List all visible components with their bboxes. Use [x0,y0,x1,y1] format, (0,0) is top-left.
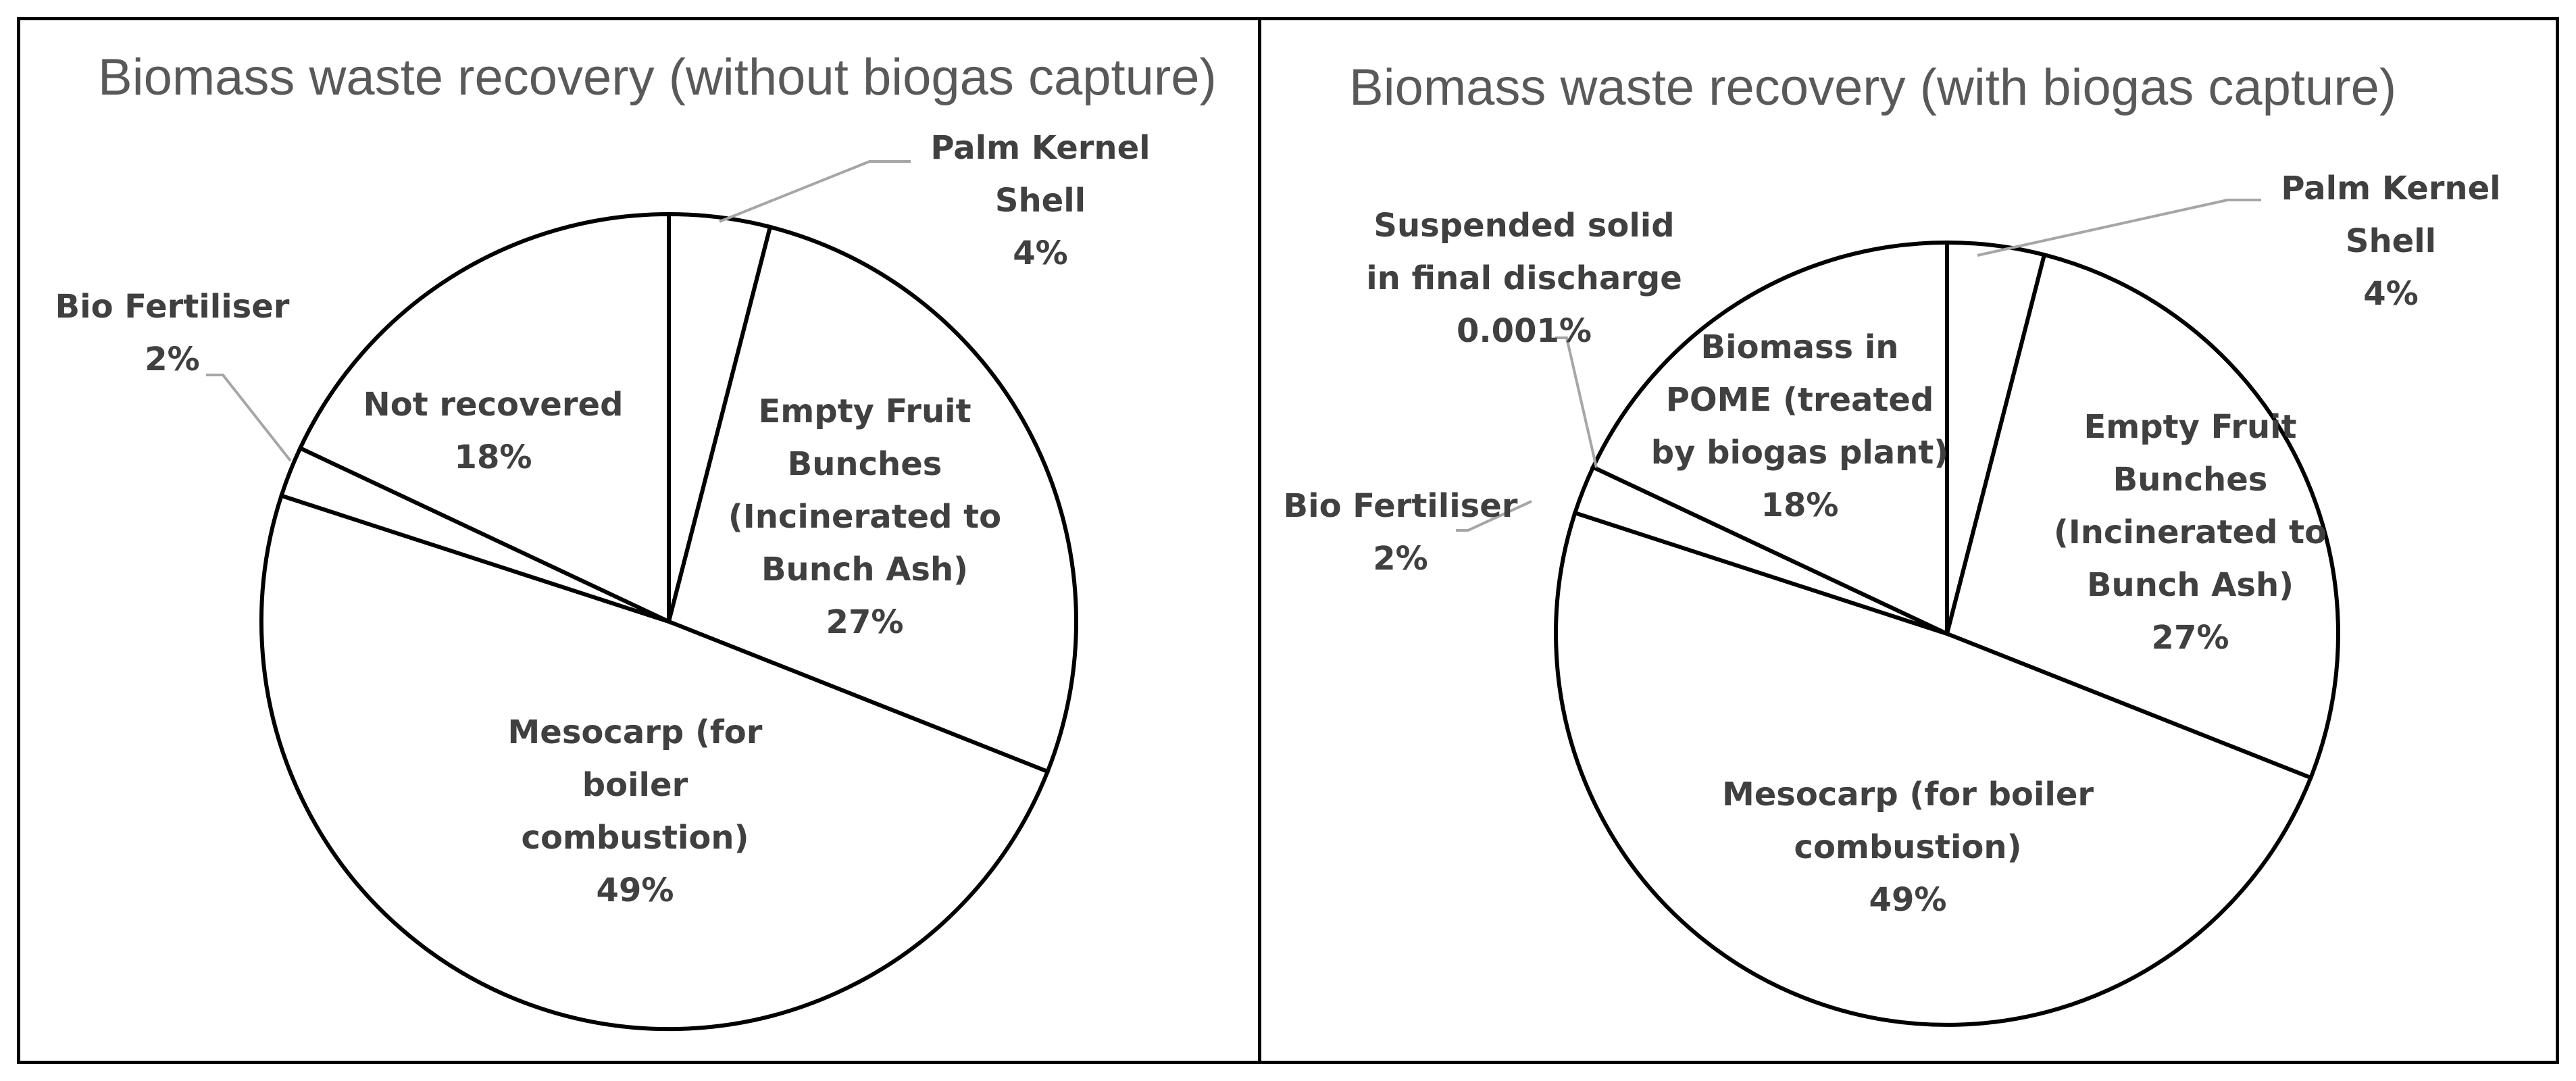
left-data-label-3: Bio Fertiliser 2% [55,288,290,378]
left-slice-empty-fruit [666,224,1079,774]
right-leader-line-0 [1977,199,2261,257]
left-leader-line-3 [206,374,292,462]
left-slice-not-recovered [297,211,671,625]
right-leader-line-4 [1555,336,1598,468]
right-data-label-5: Biomass in POME (treated by biogas plant) 1… [1651,328,1948,524]
left-data-label-4: Not recovered 18% [363,386,624,476]
right-leader-line-3 [1456,500,1532,532]
right-data-label-3: Bio Fertiliser 2% [1284,487,1518,578]
left-data-label-2: Mesocarp (for boiler combustion) 49% [508,713,763,909]
right-slice-mesocarp-for-boiler [1554,510,2314,1027]
right-data-label-2: Mesocarp (for boiler combustion) 49% [1722,776,2094,919]
right-data-label-1: Empty Fruit Bunches (Incinerated to Bunch A… [2054,408,2327,657]
left-leader-line-0 [719,160,911,223]
pie-chart-with-biogas: Biomass waste recovery (with biogas capt… [1284,59,2501,1027]
chart-panel-with-biogas: Biomass waste recovery (with biogas capt… [1258,17,2559,1064]
right-slices [1554,240,2340,1027]
right-data-label-0: Palm Kernel Shell 4% [2281,170,2500,313]
right-slice-biomass-in [1590,240,1949,637]
left-slices [259,211,1079,1032]
pie-chart-without-biogas: Biomass waste recovery (without biogas c… [55,49,1217,1032]
chart-panel-without-biogas: Biomass waste recovery (without biogas c… [17,17,1263,1064]
right-slice-empty-fruit [1944,252,2340,781]
left-data-label-0: Palm Kernel Shell 4% [930,129,1150,272]
left-chart-title: Biomass waste recovery (without biogas c… [98,49,1217,106]
left-data-label-1: Empty Fruit Bunches (Incinerated to Bunch A… [728,393,1001,641]
left-slice-mesocarp-for [259,493,1051,1032]
right-data-label-4: Suspended solid in final discharge 0.001% [1366,207,1682,350]
right-chart-title: Biomass waste recovery (with biogas capt… [1349,59,2396,116]
